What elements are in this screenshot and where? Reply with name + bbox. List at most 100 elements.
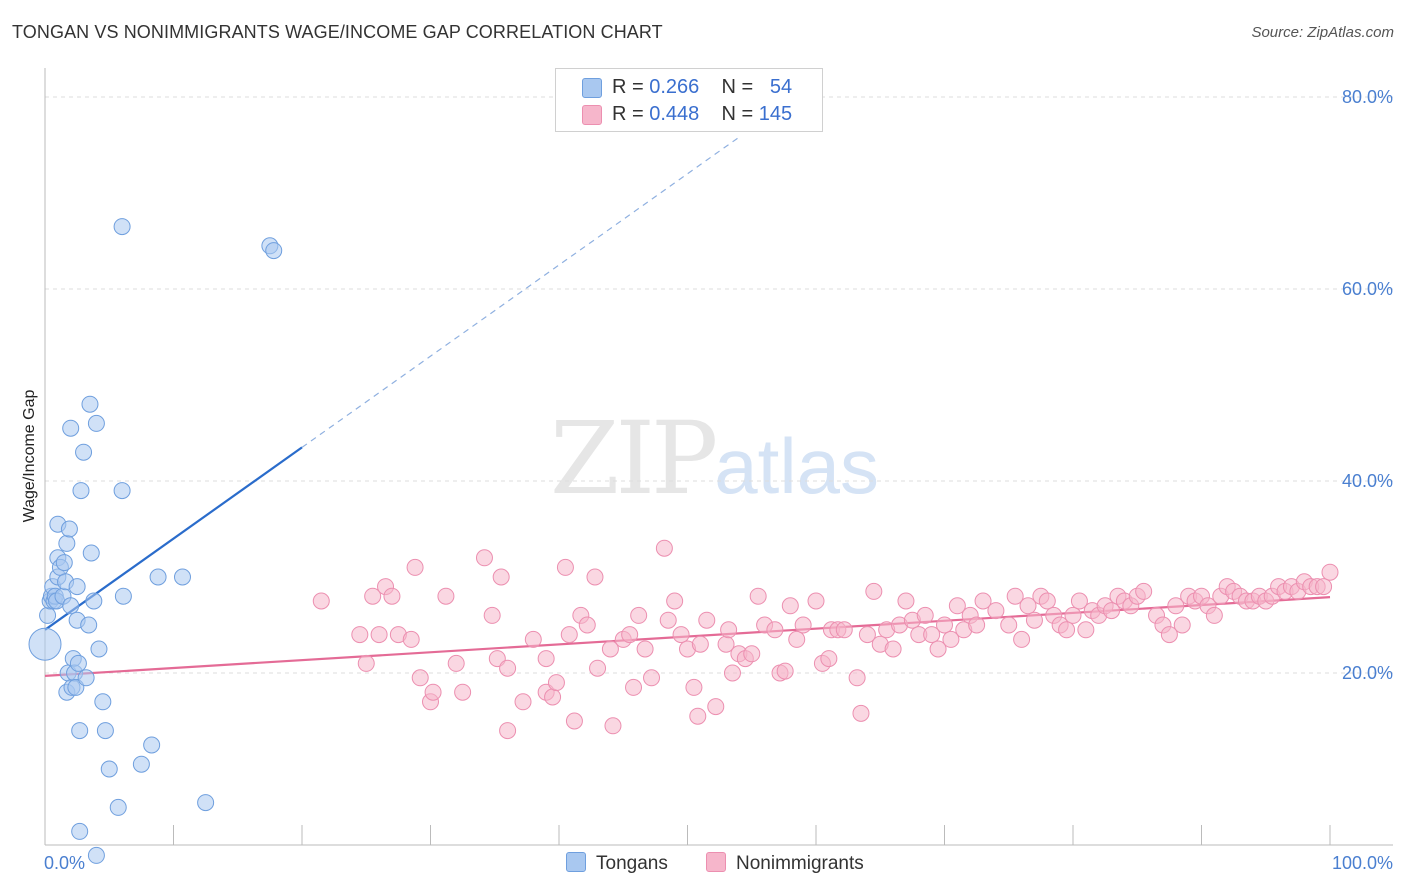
nonimmigrants-point bbox=[691, 635, 709, 653]
nonimmigrants-point bbox=[672, 626, 690, 644]
tongans-point bbox=[85, 592, 103, 610]
tongans-point bbox=[58, 534, 76, 552]
nonimmigrants-point bbox=[499, 722, 517, 740]
tongans-point bbox=[80, 616, 98, 634]
nonimmigrants-point bbox=[492, 568, 510, 586]
nonimmigrants-point bbox=[720, 621, 738, 639]
tongans-point bbox=[28, 627, 62, 661]
nonimmigrants-point bbox=[936, 616, 953, 634]
nonimmigrants-point bbox=[659, 611, 677, 629]
nonimmigrants-point bbox=[499, 659, 517, 677]
nonimmigrants-point bbox=[723, 664, 741, 682]
tongans-point bbox=[75, 443, 93, 461]
nonimmigrants-point bbox=[565, 712, 583, 730]
nonimmigrants-point bbox=[897, 592, 915, 610]
nonimmigrants-point bbox=[560, 626, 578, 644]
nonimmigrants-point bbox=[835, 621, 853, 639]
nonimmigrants-point bbox=[1205, 606, 1223, 624]
tongans-point bbox=[90, 640, 108, 658]
legend-swatch-nonimmigrants bbox=[582, 105, 602, 125]
nonimmigrants-point bbox=[1173, 616, 1191, 634]
legend-text-nonimmigrants: R = 0.448 N = 145 bbox=[612, 103, 792, 126]
nonimmigrants-point bbox=[865, 582, 883, 600]
tongans-point bbox=[113, 482, 131, 500]
nonimmigrants-point bbox=[1160, 626, 1178, 644]
bottom-legend-nonimmigrants: Nonimmigrants bbox=[706, 852, 864, 875]
nonimmigrants-point bbox=[1006, 587, 1024, 605]
nonimmigrants-point bbox=[968, 616, 986, 634]
nonimmigrants-point bbox=[1077, 621, 1095, 639]
nonimmigrants-point bbox=[604, 717, 622, 735]
tongans-points bbox=[28, 218, 283, 864]
tongans-point bbox=[96, 722, 114, 740]
nonimmigrants-point bbox=[312, 592, 330, 610]
y-tick-label: 20.0% bbox=[1342, 663, 1393, 683]
nonimmigrants-point bbox=[948, 597, 966, 615]
nonimmigrants-point bbox=[411, 669, 429, 687]
nonimmigrants-point bbox=[406, 558, 424, 576]
tongans-point bbox=[68, 578, 86, 596]
nonimmigrants-point bbox=[1167, 597, 1185, 615]
nonimmigrants-point bbox=[884, 640, 902, 658]
y-axis-label: Wage/Income Gap bbox=[21, 390, 38, 523]
nonimmigrants-point bbox=[475, 549, 493, 567]
y-tick-label: 60.0% bbox=[1342, 279, 1393, 299]
watermark: ZIPatlas bbox=[550, 400, 879, 517]
nonimmigrants-point bbox=[698, 611, 716, 629]
nonimmigrants-point bbox=[424, 683, 442, 701]
nonimmigrants-point bbox=[1000, 616, 1018, 634]
tongans-point bbox=[149, 568, 167, 586]
nonimmigrants-point bbox=[625, 678, 643, 696]
legend-r-value: 0.266 bbox=[649, 76, 700, 98]
nonimmigrants-point bbox=[916, 606, 934, 624]
nonimmigrants-point bbox=[794, 616, 812, 634]
tongans-point bbox=[114, 587, 132, 605]
nonimmigrants-point bbox=[776, 662, 794, 680]
nonimmigrants-point bbox=[1013, 630, 1031, 648]
nonimmigrants-point bbox=[630, 606, 648, 624]
legend-r-value: 0.448 bbox=[649, 103, 700, 125]
tongans-trend-extension bbox=[301, 136, 740, 448]
nonimmigrants-point bbox=[524, 630, 542, 648]
nonimmigrants-point bbox=[357, 654, 375, 672]
tongans-point bbox=[100, 760, 118, 778]
nonimmigrants-point bbox=[364, 587, 382, 605]
legend-r-label: R = bbox=[612, 103, 644, 125]
nonimmigrants-point bbox=[1070, 592, 1088, 610]
nonimmigrants-point bbox=[370, 626, 388, 644]
watermark-zip: ZIP bbox=[550, 400, 718, 517]
nonimmigrants-point bbox=[852, 704, 870, 722]
tongans-point bbox=[71, 722, 89, 740]
nonimmigrants-point bbox=[974, 592, 992, 610]
nonimmigrants-point bbox=[601, 640, 619, 658]
nonimmigrants-point bbox=[707, 698, 725, 716]
tongans-point bbox=[69, 654, 87, 672]
nonimmigrants-point bbox=[807, 592, 825, 610]
nonimmigrants-point bbox=[454, 683, 472, 701]
nonimmigrants-point bbox=[586, 568, 604, 586]
legend-n-value: 54 bbox=[769, 76, 793, 98]
tongans-point bbox=[265, 242, 283, 260]
bottom-legend-label-nonimmigrants: Nonimmigrants bbox=[736, 853, 864, 874]
nonimmigrants-point bbox=[666, 592, 684, 610]
tick-labels: 20.0% 40.0% 60.0% 80.0% 0.0% 100.0% bbox=[44, 87, 1393, 873]
nonimmigrants-point bbox=[749, 587, 767, 605]
nonimmigrants-point bbox=[655, 539, 673, 557]
x-tick-label: 100.0% bbox=[1332, 853, 1393, 873]
stats-legend: R = 0.266 N = 54 R = 0.448 N = 145 bbox=[555, 68, 823, 132]
legend-n-label: N = bbox=[721, 76, 754, 98]
legend-text-tongans: R = 0.266 N = 54 bbox=[612, 76, 792, 99]
tongans-point bbox=[132, 755, 150, 773]
nonimmigrants-point bbox=[685, 678, 703, 696]
tongans-point bbox=[87, 414, 105, 432]
legend-r-label: R = bbox=[612, 76, 644, 98]
y-tick-label: 80.0% bbox=[1342, 87, 1393, 107]
grid-lines bbox=[45, 96, 1393, 674]
axes bbox=[44, 68, 1393, 846]
bottom-legend-tongans: Tongans bbox=[566, 852, 668, 875]
nonimmigrants-point bbox=[1019, 597, 1037, 615]
tongans-point bbox=[55, 554, 73, 572]
watermark-atlas: atlas bbox=[714, 422, 880, 510]
source-credit: Source: ZipAtlas.com bbox=[1251, 24, 1394, 41]
